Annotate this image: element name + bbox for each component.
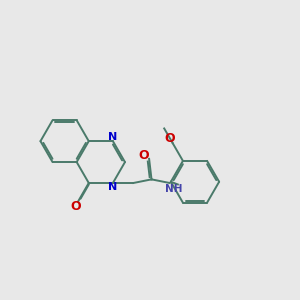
Text: N: N bbox=[108, 182, 118, 192]
Text: O: O bbox=[139, 149, 149, 162]
Text: O: O bbox=[165, 132, 176, 145]
Text: N: N bbox=[108, 132, 118, 142]
Text: NH: NH bbox=[165, 184, 183, 194]
Text: O: O bbox=[70, 200, 81, 213]
